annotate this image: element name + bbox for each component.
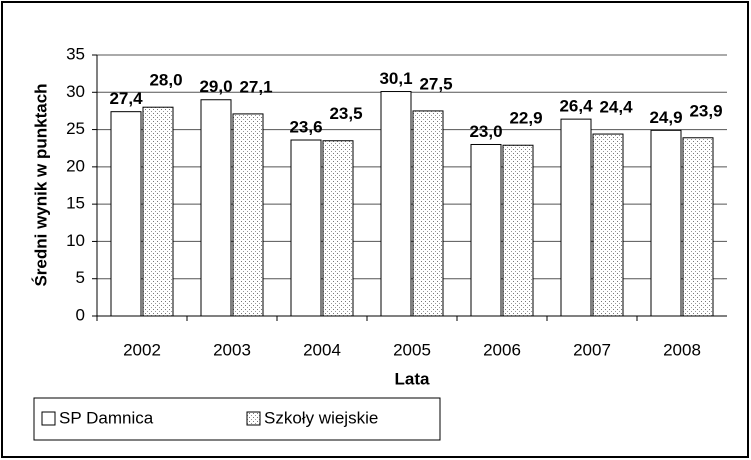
data-label: 23,0 <box>469 122 502 141</box>
data-label: 27,4 <box>109 89 143 108</box>
bar <box>592 133 624 317</box>
x-axis-label: Lata <box>395 369 431 388</box>
bar <box>322 140 354 317</box>
bar <box>650 129 682 317</box>
x-tick-label: 2007 <box>573 340 611 359</box>
bar <box>290 139 322 317</box>
data-label: 24,9 <box>649 108 682 127</box>
legend-label: SP Damnica <box>59 408 154 427</box>
bar <box>412 110 444 317</box>
y-tick-label: 5 <box>76 268 85 287</box>
y-tick-label: 30 <box>66 82 85 101</box>
data-label: 27,5 <box>419 74 452 93</box>
data-label: 29,0 <box>199 77 232 96</box>
bar <box>560 118 592 317</box>
x-tick-label: 2008 <box>663 340 701 359</box>
bar <box>682 137 714 317</box>
bar <box>110 111 142 317</box>
y-tick-label: 10 <box>66 231 85 250</box>
x-tick-label: 2003 <box>213 340 251 359</box>
bar <box>470 143 502 317</box>
x-tick-label: 2006 <box>483 340 521 359</box>
legend-label: Szkoły wiejskie <box>264 408 378 427</box>
bar <box>200 99 232 317</box>
y-axis-label: Średni wynik w punktach <box>31 83 50 286</box>
x-tick-label: 2002 <box>123 340 161 359</box>
bar <box>232 113 264 317</box>
x-tick-label: 2004 <box>303 340 341 359</box>
y-tick-label: 20 <box>66 156 85 175</box>
y-tick-label: 15 <box>66 194 85 213</box>
data-label: 23,9 <box>689 101 722 120</box>
data-label: 24,4 <box>599 98 633 117</box>
data-label: 23,6 <box>289 117 322 136</box>
bar <box>142 106 174 317</box>
data-label: 22,9 <box>509 109 542 128</box>
data-label: 30,1 <box>379 69 412 88</box>
y-tick-label: 35 <box>66 44 85 63</box>
x-tick-label: 2005 <box>393 340 431 359</box>
legend-swatch <box>41 411 56 426</box>
bar <box>502 144 534 317</box>
data-label: 26,4 <box>559 97 593 116</box>
y-tick-label: 0 <box>76 305 85 324</box>
bar <box>380 91 412 317</box>
legend-swatch <box>246 411 261 426</box>
y-tick-label: 25 <box>66 119 85 138</box>
data-label: 28,0 <box>149 71 182 90</box>
data-label: 23,5 <box>329 104 362 123</box>
data-label: 27,1 <box>239 77 272 96</box>
legend-box <box>33 397 441 441</box>
